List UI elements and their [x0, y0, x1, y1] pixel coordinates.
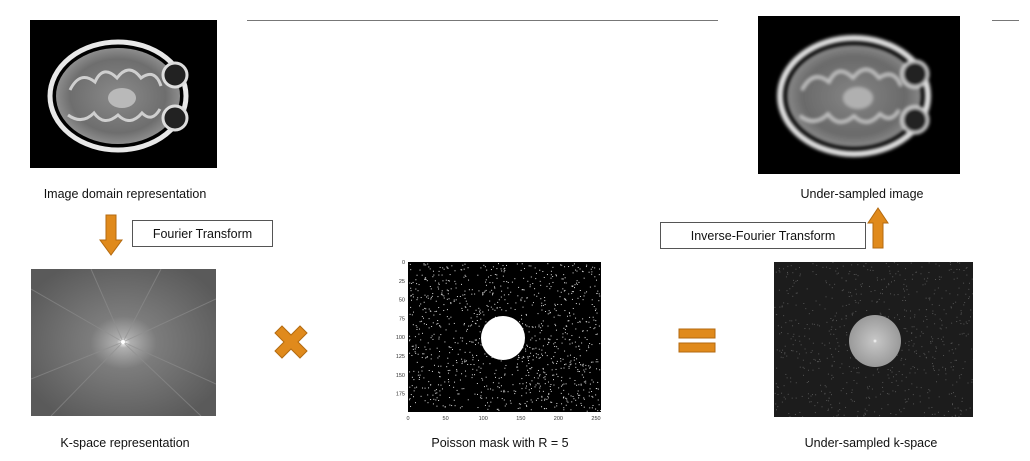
mask-y-tick: 175 — [396, 392, 405, 398]
arrow-up-icon — [867, 207, 889, 249]
mask-y-tick: 150 — [396, 373, 405, 379]
mask-y-tick: 50 — [399, 298, 405, 304]
poisson-mask-caption: Poisson mask with R = 5 — [431, 436, 569, 450]
inverse-fourier-transform-label: Inverse-Fourier Transform — [660, 222, 866, 249]
equals-icon — [678, 328, 716, 354]
poisson-mask-plot: 0 25 50 75 100 125 150 175 0 50 100 150 200 250 — [388, 257, 603, 427]
mask-x-tick: 200 — [554, 416, 563, 422]
undersampled-image-caption: Under-sampled image — [800, 187, 924, 201]
mask-x-tick: 100 — [479, 416, 488, 422]
image-domain-mri — [30, 20, 217, 168]
multiply-icon — [274, 325, 308, 359]
mask-y-tick: 125 — [396, 354, 405, 360]
mask-y-tick: 100 — [396, 335, 405, 341]
mask-x-tick: 250 — [591, 416, 600, 422]
mask-x-tick: 0 — [406, 416, 409, 422]
undersampled-mri-image — [758, 16, 960, 174]
kspace-image — [31, 269, 216, 416]
top-right-divider-line — [992, 20, 1019, 21]
undersampled-kspace-image — [774, 262, 973, 417]
kspace-caption: K-space representation — [60, 436, 190, 450]
mask-y-tick: 0 — [402, 260, 405, 266]
top-divider-line — [247, 20, 718, 21]
mask-x-tick: 50 — [443, 416, 449, 422]
arrow-down-icon — [99, 214, 123, 256]
mask-y-tick: 75 — [399, 316, 405, 322]
mask-x-tick: 150 — [516, 416, 525, 422]
mask-y-tick: 25 — [399, 279, 405, 285]
fourier-transform-label: Fourier Transform — [132, 220, 273, 247]
image-domain-caption: Image domain representation — [43, 187, 207, 201]
undersampled-kspace-caption: Under-sampled k-space — [804, 436, 938, 450]
